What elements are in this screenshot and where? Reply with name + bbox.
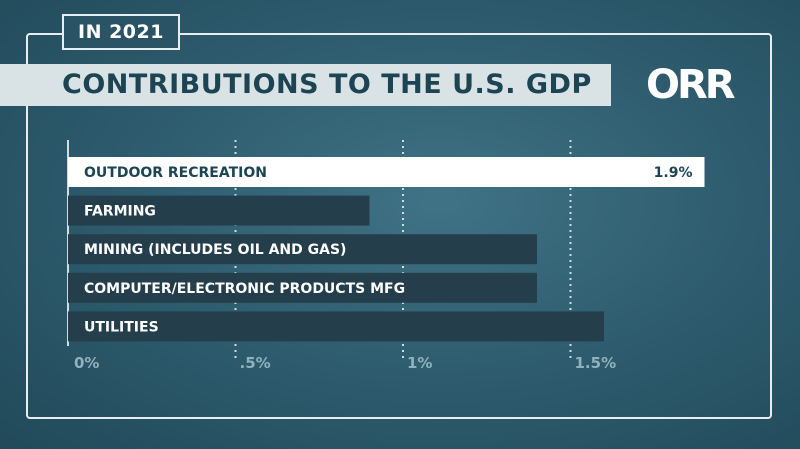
bar-label-4: UTILITIES — [84, 319, 159, 335]
bar-3 — [68, 272, 537, 303]
brand-logo: ORR — [646, 62, 736, 108]
bar-2 — [68, 234, 537, 265]
bar-4 — [68, 311, 604, 342]
tick-label-0: 0% — [74, 354, 99, 372]
tick-label-1: .5% — [240, 354, 271, 372]
tick-label-2: 1% — [407, 354, 432, 372]
bar-label-3: COMPUTER/ELECTRONIC PRODUCTS MFG — [84, 281, 405, 297]
bar-0 — [68, 157, 705, 187]
year-tag: IN 2021 — [62, 14, 180, 50]
bar-label-2: MINING (INCLUDES OIL AND GAS) — [84, 242, 346, 258]
bar-value-label-0: 1.9% — [654, 165, 693, 181]
bar-label-0: OUTDOOR RECREATION — [84, 165, 267, 181]
tick-label-3: 1.5% — [575, 354, 617, 372]
bar-1 — [68, 195, 370, 226]
outer-frame — [26, 33, 772, 419]
bar-label-1: FARMING — [84, 204, 156, 220]
chart-title: CONTRIBUTIONS TO THE U.S. GDP — [0, 64, 611, 106]
